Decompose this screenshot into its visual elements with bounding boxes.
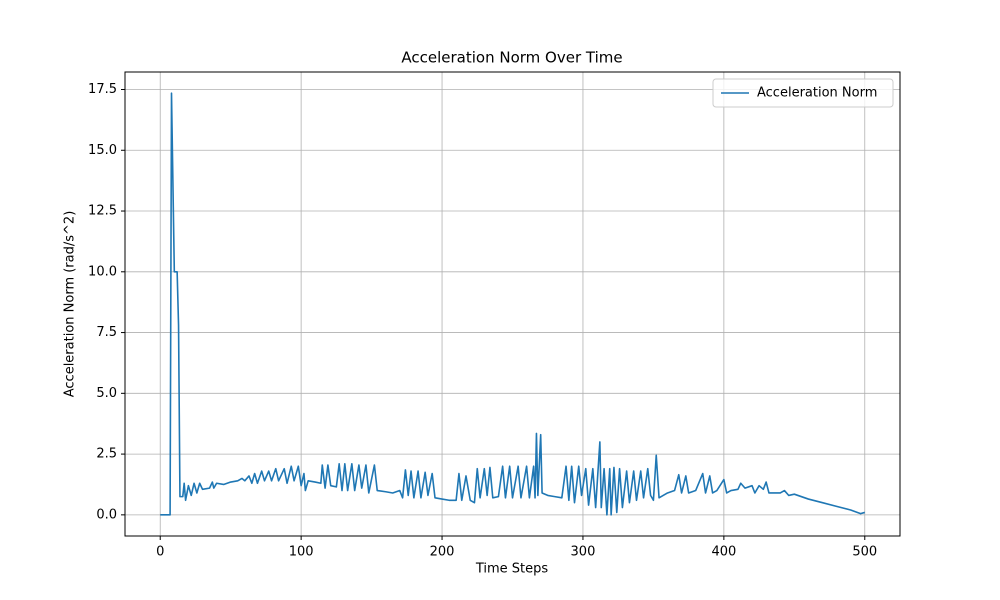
legend-box <box>712 78 894 108</box>
x-axis-label: Time Steps <box>475 562 549 577</box>
y-tick-label: 10.0 <box>88 264 117 279</box>
y-tick-label: 0.0 <box>96 507 117 522</box>
y-axis-label: Acceleration Norm (rad/s^2) <box>63 211 78 398</box>
legend-label: Acceleration Norm <box>757 86 877 101</box>
x-tick-label: 400 <box>711 545 736 560</box>
x-tick-label: 100 <box>289 545 314 560</box>
y-tick-label: 12.5 <box>88 204 117 219</box>
x-tick-label: 200 <box>430 545 455 560</box>
y-tick-label: 17.5 <box>88 82 117 97</box>
y-tick-label: 5.0 <box>96 386 117 401</box>
x-tick-label: 500 <box>852 545 877 560</box>
data-line <box>160 92 865 516</box>
y-tick-label: 7.5 <box>96 325 117 340</box>
x-tick-label: 0 <box>156 545 164 560</box>
y-tick-label: 15.0 <box>88 143 117 158</box>
chart-title: Acceleration Norm Over Time <box>401 49 622 67</box>
y-tick-label: 2.5 <box>96 447 117 462</box>
x-tick-label: 300 <box>571 545 596 560</box>
plot-frame <box>124 71 901 537</box>
